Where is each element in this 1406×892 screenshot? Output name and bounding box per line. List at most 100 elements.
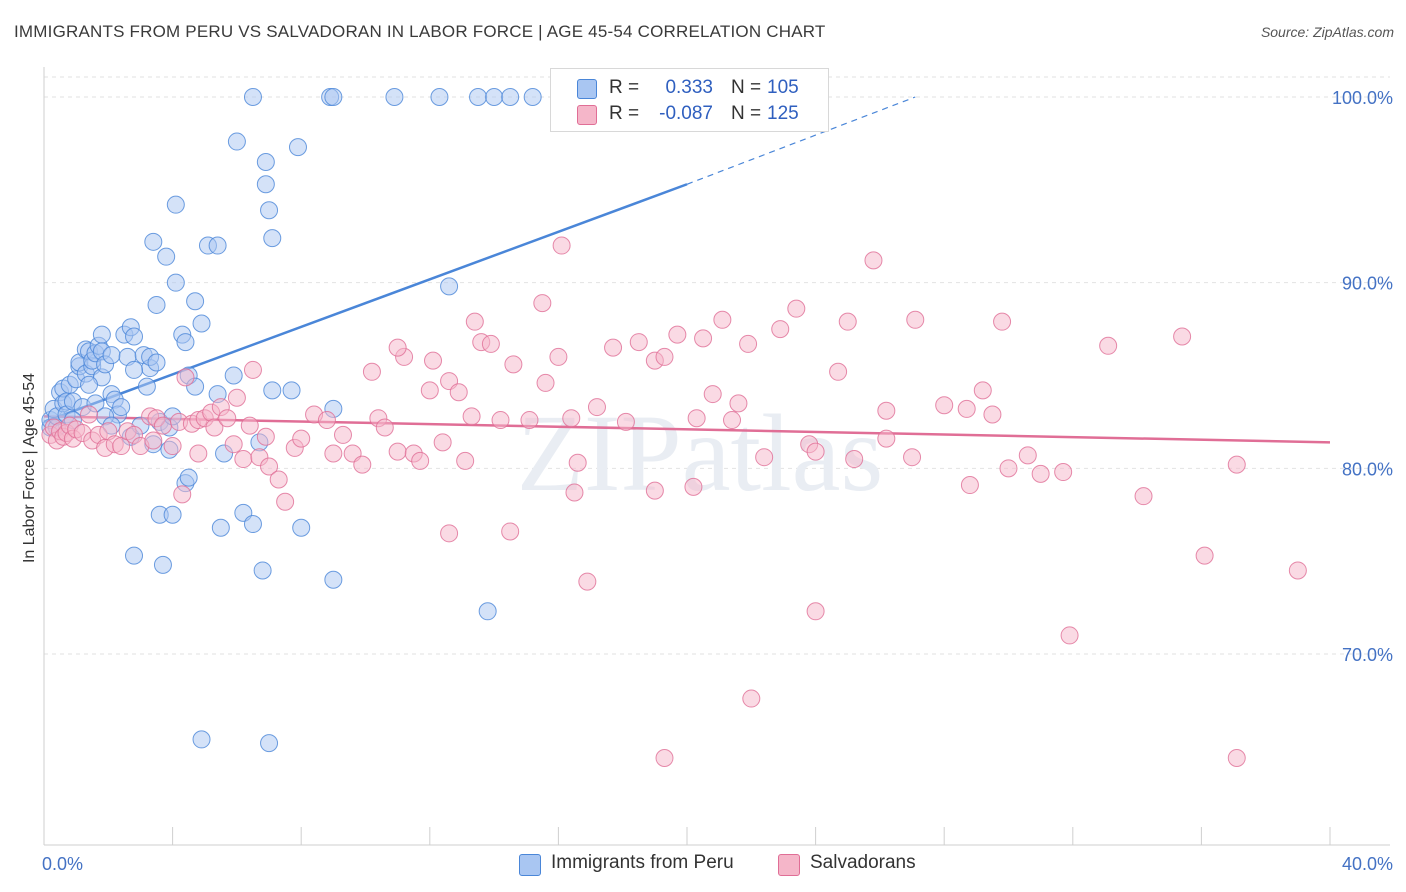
y-tick-label: 100.0% (1332, 88, 1393, 108)
data-point (430, 88, 449, 106)
data-point (292, 518, 311, 537)
data-point (153, 416, 172, 435)
data-point (112, 437, 131, 456)
data-point (481, 334, 500, 353)
data-point (771, 320, 790, 339)
data-point (1018, 446, 1037, 465)
data-point (189, 444, 208, 463)
data-point (362, 362, 381, 381)
data-point (192, 730, 211, 749)
axes (43, 67, 1390, 846)
data-point (742, 689, 761, 708)
data-point (703, 385, 722, 404)
data-point (163, 505, 182, 524)
data-point (224, 366, 243, 385)
data-point (1099, 336, 1118, 355)
data-point (1195, 546, 1214, 565)
data-point (739, 334, 758, 353)
data-point (288, 138, 307, 157)
source-label: Source: ZipAtlas.com (1260, 24, 1394, 40)
data-point (604, 338, 623, 357)
data-point (205, 418, 224, 437)
data-point (668, 325, 687, 344)
data-point (877, 401, 896, 420)
data-point (829, 362, 848, 381)
data-point (903, 448, 922, 467)
data-point (520, 411, 539, 430)
data-point (755, 448, 774, 467)
data-point (491, 411, 510, 430)
data-point (388, 338, 407, 357)
data-point (153, 555, 172, 574)
data-point (536, 373, 555, 392)
data-point (1060, 626, 1079, 645)
data-point (243, 88, 262, 106)
data-point (838, 312, 857, 331)
data-point (565, 483, 584, 502)
data-point (80, 375, 99, 394)
legend-swatch-peru (519, 854, 541, 876)
data-point (211, 518, 230, 537)
data-point (208, 236, 227, 255)
data-point (324, 570, 343, 589)
data-point (1134, 487, 1153, 506)
data-point (388, 442, 407, 461)
legend-swatch-salvadoran (778, 854, 800, 876)
data-point (1031, 464, 1050, 483)
data-point (957, 399, 976, 418)
data-point (449, 383, 468, 402)
data-point (243, 360, 262, 379)
data-point (243, 515, 262, 534)
data-point (269, 470, 288, 489)
data-point (960, 476, 979, 495)
trend-line-salvadoran (43, 415, 1331, 444)
data-point (568, 453, 587, 472)
data-point (234, 450, 253, 469)
y-tick-label: 90.0% (1342, 274, 1393, 294)
data-point (578, 572, 597, 591)
legend-n-value: 105 (767, 77, 799, 98)
legend-swatch-peru (577, 79, 597, 99)
data-point (240, 416, 259, 435)
data-point (478, 602, 497, 621)
data-point (137, 377, 156, 396)
data-point (462, 407, 481, 426)
legend-label-salvadoran: Salvadorans (810, 852, 916, 873)
data-point (282, 381, 301, 400)
data-point (227, 388, 246, 407)
data-point (324, 444, 343, 463)
correlation-legend: R = 0.333 N = 105 R = -0.087 N = 125 (550, 68, 829, 132)
data-point (864, 251, 883, 270)
data-point (684, 477, 703, 496)
chart-title: IMMIGRANTS FROM PERU VS SALVADORAN IN LA… (14, 22, 826, 41)
data-point (157, 247, 176, 266)
data-point (125, 546, 144, 565)
data-point (256, 175, 275, 194)
data-point (420, 381, 439, 400)
data-point (260, 734, 279, 753)
data-point (256, 427, 275, 446)
data-point (375, 418, 394, 437)
y-tick-label: 70.0% (1342, 645, 1393, 665)
data-point (125, 327, 144, 346)
data-point (260, 201, 279, 220)
data-point (787, 299, 806, 318)
data-point (424, 351, 443, 370)
data-point (523, 88, 542, 106)
y-tick-label: 80.0% (1342, 459, 1393, 479)
data-point (616, 412, 635, 431)
data-point (147, 295, 166, 314)
legend-r-value: -0.087 (659, 103, 713, 124)
data-point (465, 312, 484, 331)
legend-r-label: R = (609, 103, 640, 124)
data-point (163, 437, 182, 456)
legend-r-label: R = (609, 77, 640, 98)
data-point (192, 314, 211, 333)
data-point (260, 457, 279, 476)
data-point (993, 312, 1012, 331)
data-point (877, 429, 896, 448)
legend-label-peru: Immigrants from Peru (551, 852, 734, 873)
data-points (41, 88, 1307, 767)
tick-labels: 70.0% 80.0% 90.0% 100.0% 0.0% 40.0% (42, 88, 1393, 874)
data-point (629, 333, 648, 352)
